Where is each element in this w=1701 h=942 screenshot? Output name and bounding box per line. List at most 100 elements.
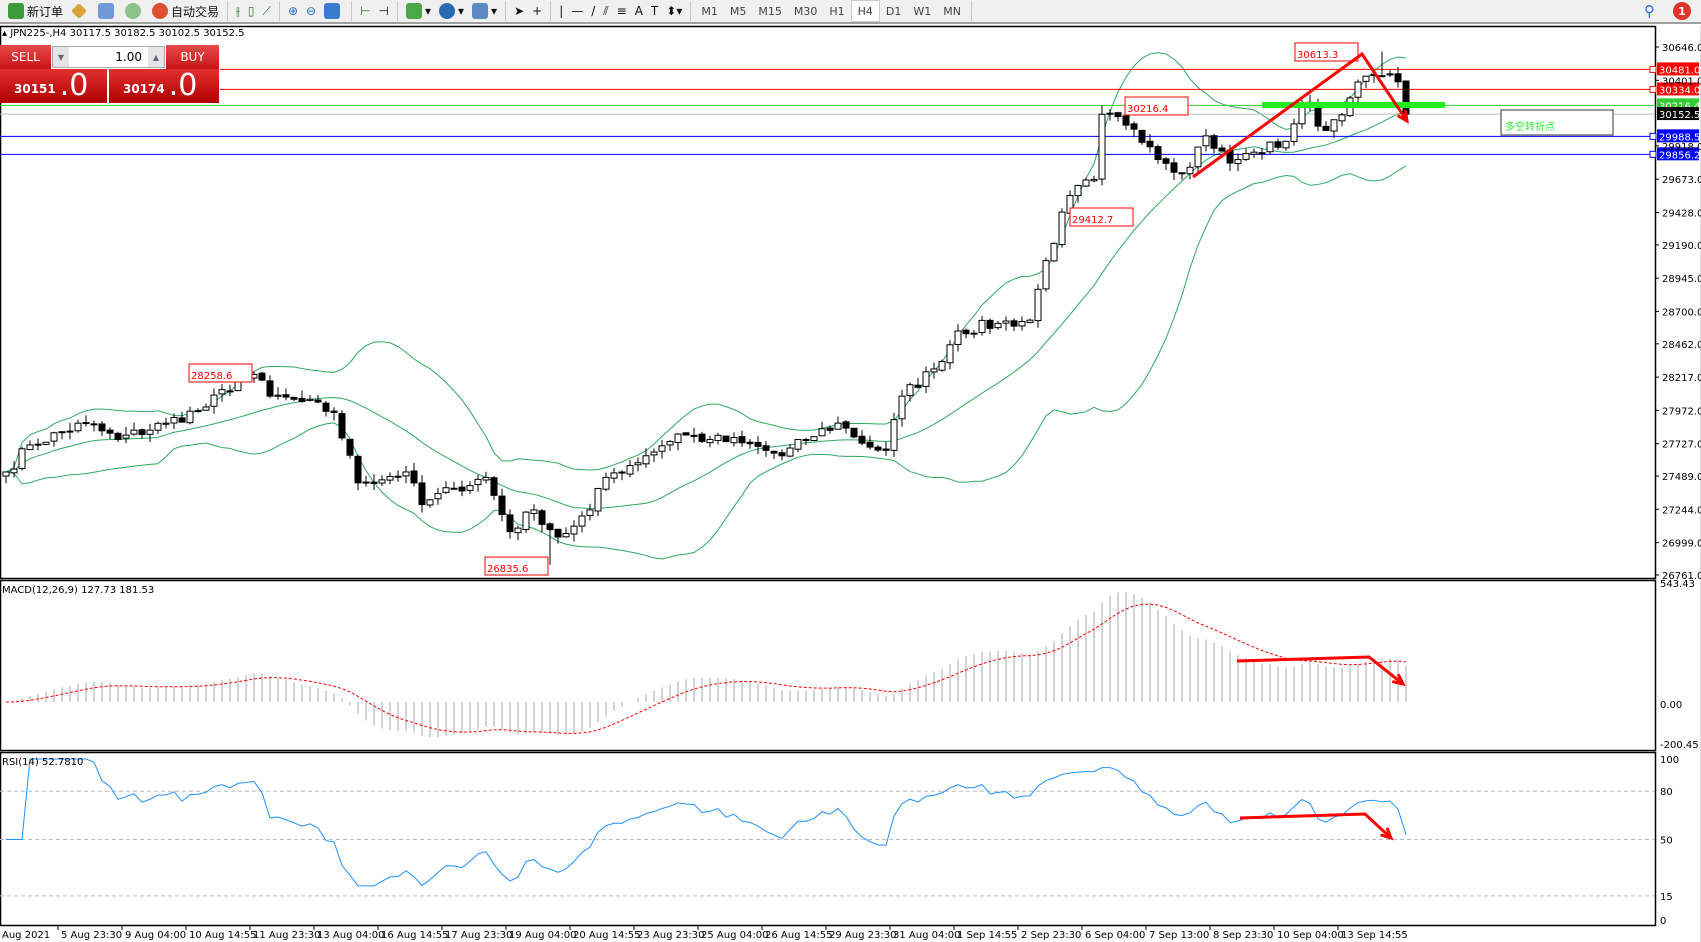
separator	[351, 1, 353, 21]
timeframe-mn[interactable]: MN	[943, 4, 961, 18]
timeframe-m15[interactable]: M15	[758, 4, 782, 18]
price-annotation-box[interactable]	[484, 556, 549, 576]
candle-body	[26, 444, 34, 451]
signal-button[interactable]	[121, 0, 148, 22]
candle	[986, 318, 994, 335]
line-chart-button[interactable]: ⟋	[259, 0, 275, 22]
candle	[1338, 112, 1346, 127]
trendline-button[interactable]: /	[587, 0, 599, 22]
timeframe-m30[interactable]: M30	[793, 4, 818, 18]
search-icon[interactable]: ⚲	[1644, 2, 1655, 20]
candle	[1242, 148, 1250, 161]
price-annotation-box[interactable]	[1069, 207, 1134, 227]
candle-body	[50, 432, 58, 442]
price-annotation-box[interactable]	[1124, 96, 1189, 116]
sell-button[interactable]: SELL	[0, 45, 51, 69]
horizontal-line-button[interactable]: —	[567, 0, 587, 22]
level-handle[interactable]	[1649, 150, 1657, 158]
price-level-tag	[1657, 62, 1699, 76]
price-annotation: 30216.4	[1127, 104, 1168, 115]
lot-value[interactable]: 1.00	[115, 50, 142, 64]
candle	[610, 467, 618, 484]
vertical-line-button[interactable]: |	[555, 0, 567, 22]
notifications-badge[interactable]: 1	[1673, 2, 1691, 20]
trend-arrow[interactable]	[1192, 51, 1409, 179]
candle	[410, 462, 418, 487]
buy-price[interactable]: 30174.0	[109, 69, 219, 103]
separator	[971, 1, 972, 21]
timeframe-h4[interactable]: H4	[850, 0, 880, 22]
indicators-button[interactable]: ▾	[402, 0, 435, 22]
fibonacci-button[interactable]: ≡	[613, 0, 631, 22]
candle	[594, 487, 602, 516]
macd-arrow[interactable]	[1236, 655, 1404, 686]
timeframe-h1[interactable]: H1	[829, 4, 845, 18]
candle-body	[514, 527, 522, 534]
price-axis-label: 30401.0	[1662, 76, 1701, 87]
candle-body	[682, 432, 690, 436]
lot-increase-icon[interactable]: ▲	[148, 47, 164, 67]
pivot-label: 多空转折点	[1505, 120, 1555, 133]
candle-body	[298, 397, 306, 403]
candle	[954, 324, 962, 352]
level-handle[interactable]	[1649, 65, 1657, 73]
templates-button[interactable]: ▾	[468, 0, 501, 22]
tile-button[interactable]	[320, 0, 347, 22]
candle-body	[186, 410, 194, 424]
price-level-label: 30481.0	[1659, 65, 1700, 76]
timeframe-w1[interactable]: W1	[913, 4, 932, 18]
pivot-label-box[interactable]	[1500, 109, 1614, 136]
trend-arrow-head	[1396, 109, 1409, 124]
cursor-button[interactable]: ➤	[510, 0, 528, 22]
shift-button[interactable]: ⊣	[375, 0, 393, 22]
candle	[34, 438, 42, 451]
level-handle[interactable]	[1649, 132, 1657, 140]
price-axis-label: 26761.0	[1662, 571, 1701, 582]
price-annotation-box[interactable]	[188, 363, 253, 383]
candle-body	[306, 398, 314, 401]
scroll-button[interactable]: ⊢	[356, 0, 374, 22]
candle-body	[1106, 112, 1114, 115]
candle-body	[410, 470, 418, 484]
auto-trading-button[interactable]: 自动交易	[148, 0, 223, 22]
zoom-in-button[interactable]: ⊕	[284, 0, 302, 22]
candle-body	[754, 441, 762, 447]
arrows-button[interactable]: ⬍ ▾	[666, 4, 683, 18]
candle	[1162, 157, 1170, 170]
timeframe-d1[interactable]: D1	[885, 4, 902, 18]
candle-body	[1114, 112, 1122, 118]
channel-button[interactable]: ⫽	[599, 0, 612, 22]
candle	[418, 475, 426, 513]
text-icon: A	[634, 4, 643, 18]
level-handle[interactable]	[1649, 85, 1657, 93]
new-order-button[interactable]: 新订单	[4, 0, 67, 22]
candle-body	[1042, 260, 1050, 290]
lot-size-input[interactable]: ▼ 1.00 ▲	[52, 46, 165, 68]
text-button[interactable]: A	[631, 0, 647, 22]
candle	[498, 488, 506, 522]
candle	[314, 395, 322, 404]
candle-body	[1242, 153, 1250, 160]
buy-button[interactable]: BUY	[166, 45, 219, 69]
rsi-arrow[interactable]	[1239, 812, 1393, 840]
candlestick-button[interactable]: ▯	[244, 0, 259, 22]
candle	[890, 412, 898, 458]
price-annotation-box[interactable]	[1294, 42, 1359, 62]
time-axis-label: 16 Aug 14:55	[381, 930, 448, 941]
candle-body	[1162, 158, 1170, 164]
zoom-out-button[interactable]: ⊖	[302, 0, 320, 22]
sell-price[interactable]: 30151.0	[0, 69, 107, 103]
timeframe-m1[interactable]: M1	[701, 4, 718, 18]
lot-decrease-icon[interactable]: ▼	[53, 47, 69, 67]
bar-chart-button[interactable]: ⫲	[232, 0, 244, 22]
market-watch-icon	[98, 3, 115, 19]
timeframe-m5[interactable]: M5	[729, 4, 747, 18]
periods-button[interactable]: ▾	[435, 0, 468, 22]
label-button[interactable]: T	[647, 0, 662, 22]
candle-body	[562, 533, 570, 538]
candle	[1266, 141, 1274, 155]
crosshair-button[interactable]: +	[528, 0, 546, 22]
market-watch-button[interactable]	[94, 0, 121, 22]
candle-body	[802, 438, 810, 441]
